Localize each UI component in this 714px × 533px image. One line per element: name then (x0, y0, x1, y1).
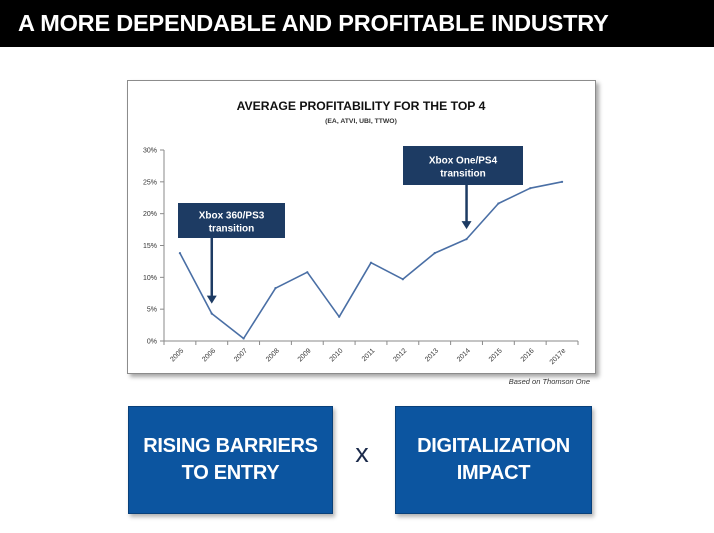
x-tick-label: 2008 (265, 347, 281, 363)
data-point (560, 180, 564, 183)
y-tick-label: 20% (143, 211, 157, 218)
y-tick-label: 5% (147, 307, 157, 314)
data-point (178, 252, 182, 255)
y-tick-label: 30% (143, 148, 157, 155)
data-point (338, 315, 341, 318)
profitability-chart: AVERAGE PROFITABILITY FOR THE TOP 4 (EA,… (143, 99, 579, 366)
data-point (497, 202, 500, 205)
callout-label-line-2: transition (209, 224, 255, 235)
data-point (242, 337, 245, 340)
data-point (274, 287, 277, 290)
data-point (306, 271, 309, 274)
callout-arrow-head (206, 295, 217, 304)
y-tick-label: 25% (143, 179, 157, 186)
x-tick-label: 2016 (520, 347, 536, 363)
digitalization-line-2: IMPACT (456, 462, 531, 484)
chart-panel: AVERAGE PROFITABILITY FOR THE TOP 4 (EA,… (127, 80, 596, 374)
data-point (465, 238, 468, 241)
callout-label-line-2: transition (440, 169, 486, 180)
y-tick-label: 15% (143, 243, 157, 250)
data-point (210, 312, 213, 315)
x-tick-label: 2014 (456, 347, 472, 363)
x-tick-label: 2005 (169, 347, 185, 363)
callout-box (403, 146, 523, 185)
callout-label-line-1: Xbox One/PS4 (429, 156, 498, 167)
data-point (401, 278, 404, 281)
callout-arrow-head (461, 221, 472, 230)
callout-label-line-1: Xbox 360/PS3 (199, 211, 265, 222)
x-tick-label: 2013 (424, 347, 440, 363)
rising-barriers-box: RISING BARRIERS TO ENTRY (128, 406, 333, 514)
digitalization-line-1: DIGITALIZATION (417, 435, 570, 457)
data-point (433, 252, 436, 255)
x-tick-label: 2010 (329, 347, 345, 363)
x-tick-label: 2009 (297, 347, 313, 363)
callout-box (178, 203, 285, 238)
page-title: A MORE DEPENDABLE AND PROFITABLE INDUSTR… (18, 10, 609, 36)
data-point (529, 187, 532, 190)
x-tick-label: 2007 (233, 347, 249, 363)
header-bar: A MORE DEPENDABLE AND PROFITABLE INDUSTR… (0, 0, 714, 47)
x-tick-label: 2012 (392, 347, 408, 363)
source-note: Based on Thomson One (508, 377, 590, 386)
data-point (369, 261, 373, 264)
chart-subtitle: (EA, ATVI, UBI, TTWO) (325, 118, 397, 125)
y-tick-label: 0% (147, 339, 157, 346)
x-tick-label: 2017e (549, 347, 568, 366)
rising-barriers-line-2: TO ENTRY (181, 462, 280, 484)
x-tick-label: 2006 (201, 347, 217, 363)
multiply-sign: x (355, 438, 369, 468)
y-tick-label: 10% (143, 275, 157, 282)
x-tick-label: 2011 (361, 347, 377, 363)
rising-barriers-line-1: RISING BARRIERS (143, 435, 318, 457)
x-tick-label: 2015 (488, 347, 504, 363)
chart-title: AVERAGE PROFITABILITY FOR THE TOP 4 (237, 99, 486, 113)
digitalization-impact-box: DIGITALIZATION IMPACT (395, 406, 592, 514)
